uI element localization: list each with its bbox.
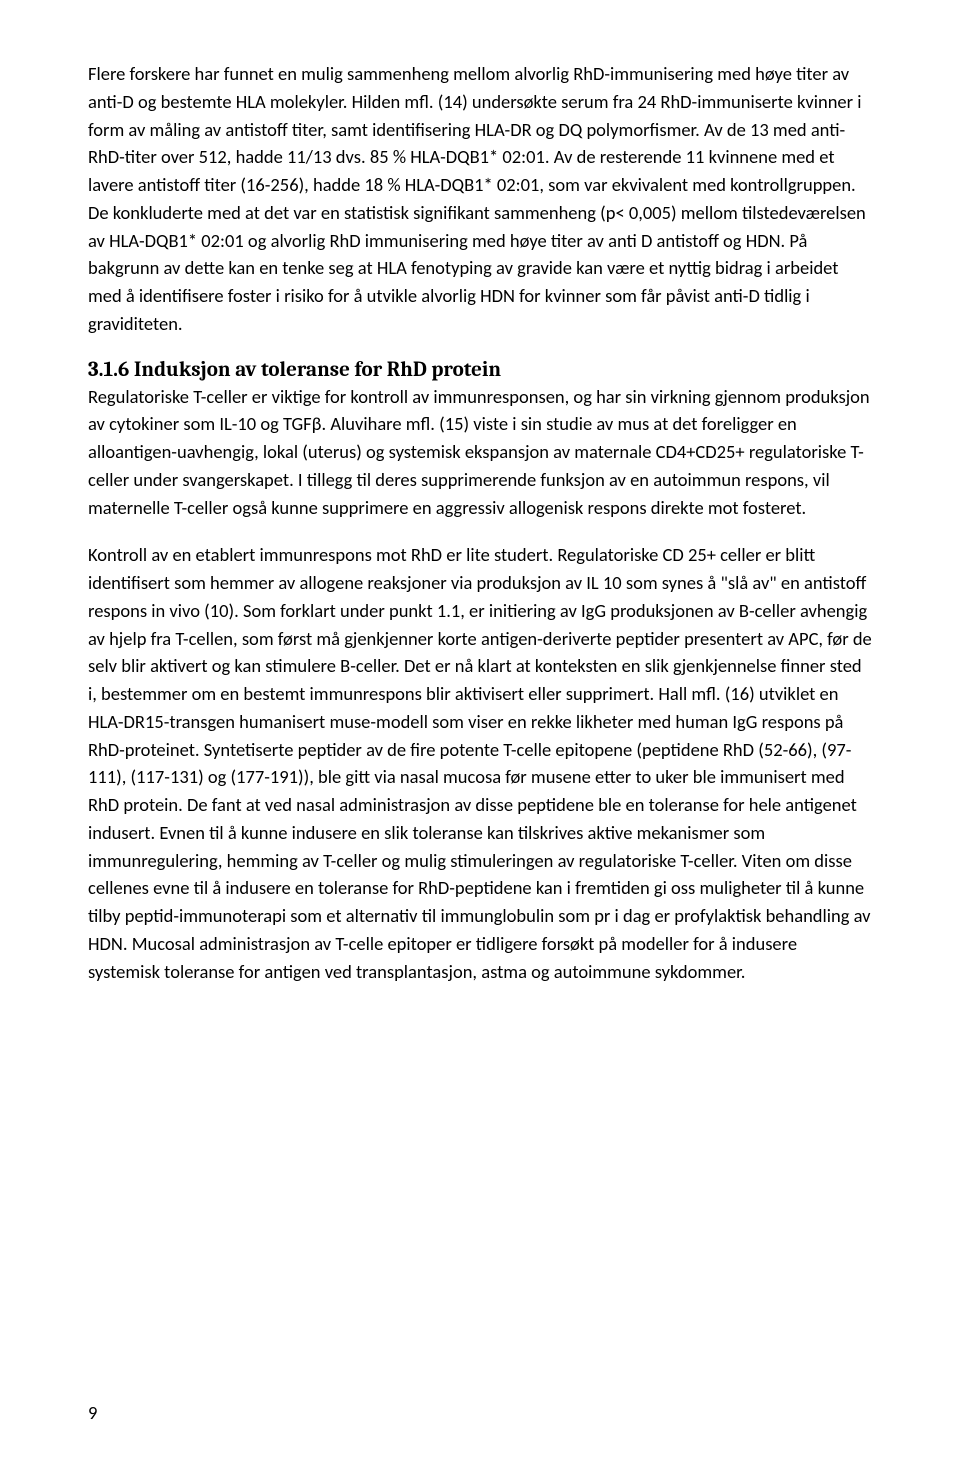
paragraph-1: Flere forskere har funnet en mulig samme… — [88, 60, 872, 338]
section-heading-3-1-6: 3.1.6 Induksjon av toleranse for RhD pro… — [88, 358, 872, 382]
page-number: 9 — [88, 1401, 97, 1424]
paragraph-2: Regulatoriske T-celler er viktige for ko… — [88, 383, 872, 522]
document-page: Flere forskere har funnet en mulig samme… — [0, 0, 960, 1462]
paragraph-3: Kontroll av en etablert immunrespons mot… — [88, 541, 872, 985]
